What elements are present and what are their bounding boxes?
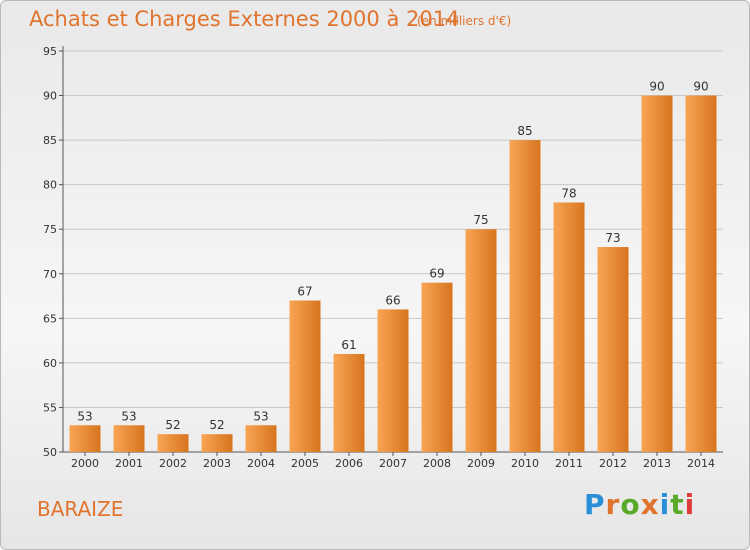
x-tick-label: 2002 <box>159 457 187 470</box>
bar-value-label: 67 <box>297 285 312 299</box>
y-tick-label: 75 <box>43 223 57 236</box>
axes: 50 55 60 65 70 75 80 85 90 95 2000 2001 2002 2003 2004… <box>43 45 723 470</box>
bar-value-label: 53 <box>77 409 92 423</box>
data-labels: 53 53 52 52 53 67 61 66 69 75 85 78 73 90 90 <box>77 80 708 433</box>
x-tick-label: 2003 <box>203 457 231 470</box>
brand-letter: r <box>605 488 621 521</box>
brand-letter: o <box>620 488 641 521</box>
x-tick-label: 2009 <box>467 457 495 470</box>
brand-letter: i <box>684 488 696 521</box>
x-tick-label: 2010 <box>511 457 539 470</box>
bars <box>69 95 717 453</box>
bar-value-label: 90 <box>693 80 708 94</box>
bar <box>333 353 365 452</box>
bar <box>245 425 277 452</box>
y-tick-label: 90 <box>43 90 57 103</box>
bar-value-label: 75 <box>473 213 488 227</box>
bar <box>289 300 321 452</box>
x-tick-label: 2005 <box>291 457 319 470</box>
brand-letter: i <box>659 488 671 521</box>
bar-value-label: 53 <box>121 409 136 423</box>
bar-value-label: 90 <box>649 80 664 94</box>
bar-value-label: 73 <box>605 231 620 245</box>
chart-title: Achats et Charges Externes 2000 à 2014 <box>29 7 460 31</box>
proxiti-logo: Proxiti <box>584 488 695 521</box>
bar <box>641 95 673 453</box>
x-tick-label: 2000 <box>71 457 99 470</box>
x-tick-label: 2011 <box>555 457 583 470</box>
bar-value-label: 85 <box>517 124 532 138</box>
brand-letter: t <box>670 488 685 521</box>
chart-unit: (en milliers d'€) <box>417 14 512 28</box>
x-tick-label: 2014 <box>687 457 715 470</box>
bar <box>553 202 585 452</box>
bar-value-label: 78 <box>561 186 576 200</box>
y-tick-label: 55 <box>43 401 57 414</box>
x-tick-label: 2001 <box>115 457 143 470</box>
y-tick-label: 85 <box>43 134 57 147</box>
bar-value-label: 52 <box>209 418 224 432</box>
y-tick-label: 60 <box>43 357 57 370</box>
bar-value-label: 53 <box>253 409 268 423</box>
bar <box>685 95 717 453</box>
x-tick-label: 2012 <box>599 457 627 470</box>
bar <box>509 140 541 452</box>
bar-value-label: 61 <box>341 338 356 352</box>
bar <box>597 247 629 452</box>
x-tick-label: 2006 <box>335 457 363 470</box>
bar <box>69 425 101 452</box>
bar <box>113 425 145 452</box>
brand-letter: x <box>640 488 660 521</box>
x-tick-label: 2004 <box>247 457 275 470</box>
bar <box>201 434 233 452</box>
y-tick-label: 70 <box>43 268 57 281</box>
bar-value-label: 69 <box>429 267 444 281</box>
y-tick-label: 95 <box>43 45 57 58</box>
y-tick-label: 80 <box>43 179 57 192</box>
y-tick-label: 65 <box>43 312 57 325</box>
bar <box>421 282 453 452</box>
brand-letter: P <box>584 488 606 521</box>
bar-value-label: 66 <box>385 293 400 307</box>
place-name: BARAIZE <box>37 497 124 521</box>
x-tick-label: 2013 <box>643 457 671 470</box>
x-tick-label: 2008 <box>423 457 451 470</box>
bar-value-label: 52 <box>165 418 180 432</box>
bar <box>157 434 189 452</box>
x-tick-label: 2007 <box>379 457 407 470</box>
bar <box>465 229 497 452</box>
y-tick-label: 50 <box>43 446 57 459</box>
bar <box>377 309 409 452</box>
